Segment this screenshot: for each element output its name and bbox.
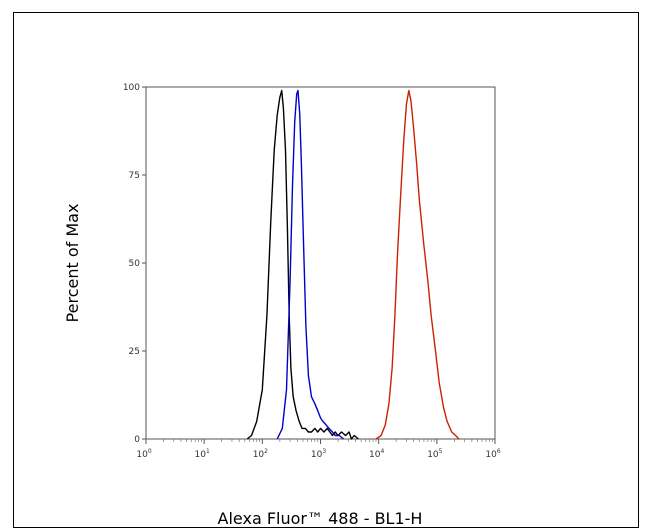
x-axis-ticks: 100 101 102 103 104 105 106 bbox=[136, 439, 501, 460]
x-tick-exponent: 3 bbox=[322, 448, 326, 455]
x-tick-label: 104 bbox=[369, 448, 384, 460]
x-tick-base: 10 bbox=[136, 450, 148, 460]
x-tick-label: 100 bbox=[136, 448, 151, 460]
x-minor-ticks bbox=[163, 439, 493, 442]
x-tick-exponent: 0 bbox=[148, 448, 152, 455]
x-tick-base: 10 bbox=[311, 450, 323, 460]
x-tick-label: 105 bbox=[427, 448, 442, 460]
x-tick-exponent: 1 bbox=[206, 448, 210, 455]
x-tick-exponent: 5 bbox=[439, 448, 443, 455]
x-tick-label: 101 bbox=[195, 448, 210, 460]
x-tick-base: 10 bbox=[369, 450, 381, 460]
y-tick-label: 25 bbox=[129, 347, 140, 357]
x-tick-exponent: 4 bbox=[380, 448, 384, 455]
x-tick-base: 10 bbox=[485, 450, 497, 460]
x-tick-label: 106 bbox=[485, 448, 500, 460]
x-tick-label: 103 bbox=[311, 448, 326, 460]
y-axis-title: Percent of Max bbox=[63, 204, 82, 323]
series-line-3 bbox=[375, 89, 460, 440]
x-tick-label: 102 bbox=[253, 448, 268, 460]
x-tick-exponent: 6 bbox=[497, 448, 501, 455]
x-axis-title: Alexa Fluor™ 488 - BL1-H bbox=[218, 509, 423, 528]
series-line-2 bbox=[276, 89, 345, 440]
y-axis-ticks: 0 25 50 75 100 bbox=[123, 83, 146, 445]
y-tick-label: 50 bbox=[129, 259, 141, 269]
x-tick-base: 10 bbox=[195, 450, 207, 460]
x-tick-base: 10 bbox=[253, 450, 265, 460]
y-tick-label: 100 bbox=[123, 83, 140, 93]
plot-area bbox=[145, 86, 496, 440]
y-tick-label: 0 bbox=[134, 435, 140, 445]
series-layer bbox=[246, 89, 460, 440]
y-tick-label: 75 bbox=[129, 171, 140, 181]
x-tick-base: 10 bbox=[427, 450, 439, 460]
x-tick-exponent: 2 bbox=[264, 448, 268, 455]
